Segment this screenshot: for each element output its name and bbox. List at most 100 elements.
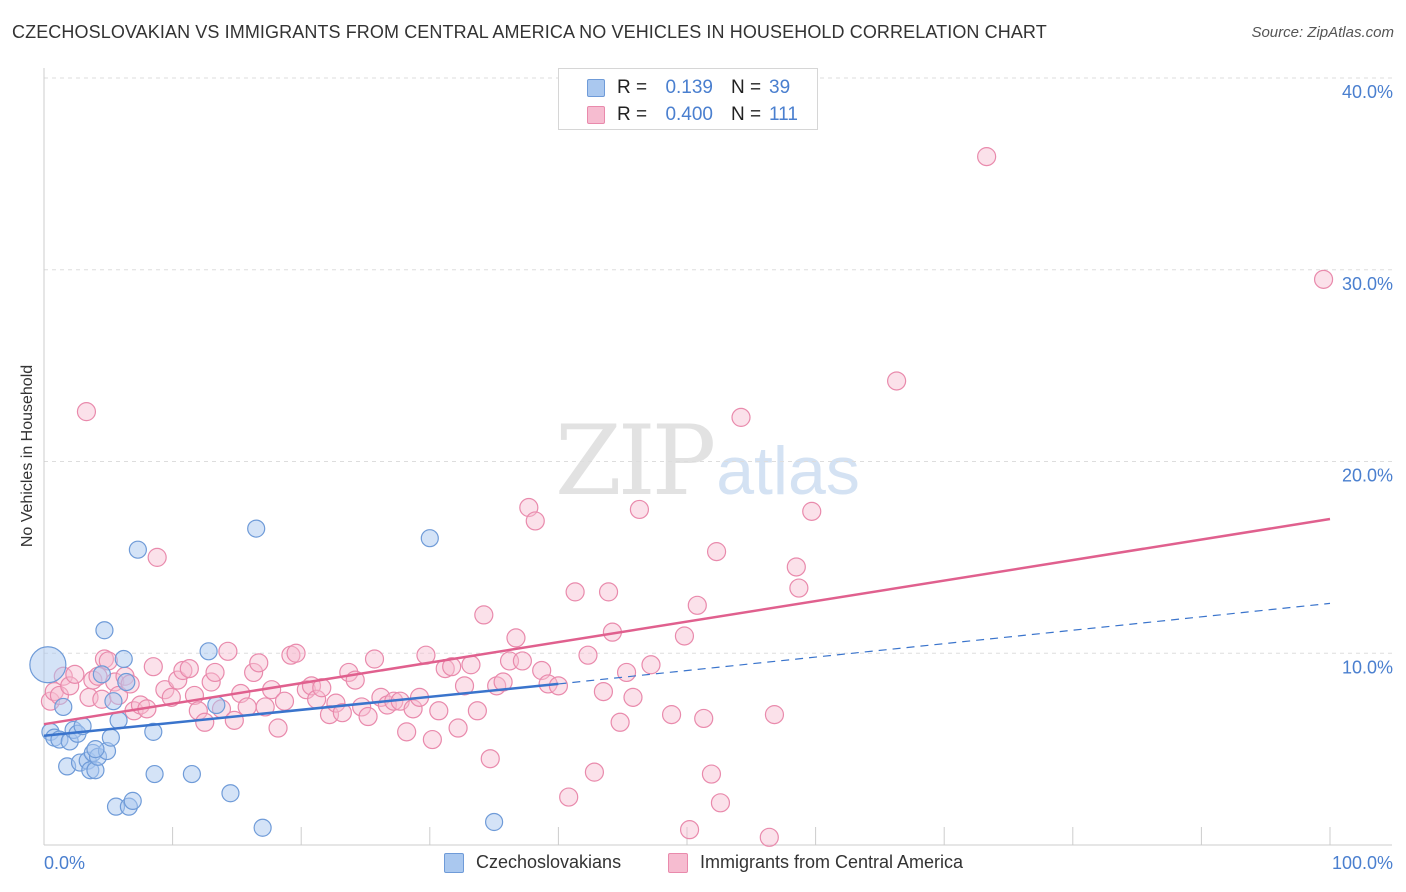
y-tick-label: 10.0% <box>1342 657 1393 677</box>
blue-point <box>247 519 266 538</box>
pink-point <box>143 657 163 677</box>
y-axis-label: No Vehicles in Household <box>19 364 36 548</box>
pink-point <box>364 649 385 669</box>
pink-point <box>598 582 619 602</box>
pink-point <box>977 147 997 167</box>
legend-label: Immigrants from Central America <box>700 852 964 872</box>
chart-title: CZECHOSLOVAKIAN VS IMMIGRANTS FROM CENTR… <box>12 22 1047 42</box>
pink-point <box>65 664 85 684</box>
pink-point <box>296 680 316 700</box>
pink-point <box>887 371 907 391</box>
blue-point <box>420 529 439 548</box>
pink-point <box>454 676 475 696</box>
pink-point <box>493 672 513 692</box>
pink-point <box>759 827 779 847</box>
pink-point <box>403 699 423 719</box>
pink-point <box>332 703 352 723</box>
blue-swatch <box>444 853 464 873</box>
blue-point <box>114 649 133 669</box>
blue-point <box>199 642 218 661</box>
pink-point <box>429 701 449 721</box>
pink-point <box>548 676 569 696</box>
pink-point <box>249 653 269 673</box>
blue-point <box>128 540 147 559</box>
pink-point <box>710 793 731 813</box>
pink-point <box>201 672 221 692</box>
blue-point <box>221 784 240 803</box>
y-tick-label: 20.0% <box>1342 466 1393 486</box>
x-tick-label: 0.0% <box>44 853 85 873</box>
blue-point <box>144 722 163 741</box>
pink-point <box>474 605 494 625</box>
r-value: 0.400 <box>665 104 713 125</box>
blue-point <box>86 740 105 759</box>
pink-point <box>76 402 97 422</box>
pink-point <box>786 557 806 577</box>
pink-point <box>674 626 695 646</box>
pink-point <box>397 722 417 742</box>
pink-point <box>764 705 785 725</box>
blue-trendline-extension <box>558 602 1331 685</box>
pink-point <box>623 687 643 707</box>
legend-label: Czechoslovakians <box>476 852 622 872</box>
pink-point <box>358 706 378 727</box>
pink-point <box>168 670 188 690</box>
pink-point <box>224 710 244 730</box>
pink-point <box>559 787 579 807</box>
blue-point <box>92 665 111 684</box>
pink-point <box>731 407 751 427</box>
n-label: N = <box>731 77 762 98</box>
pink-point <box>422 729 442 750</box>
pink-point <box>565 582 585 602</box>
pink-point <box>442 657 462 677</box>
blue-point <box>117 672 136 692</box>
blue-point <box>182 764 201 784</box>
blue-trendline <box>43 682 559 737</box>
r-value: 0.139 <box>665 77 713 98</box>
pink-point <box>286 643 306 663</box>
pink-point <box>448 718 468 738</box>
pink-point <box>60 676 80 696</box>
blue-point <box>123 791 142 810</box>
blue-point <box>101 728 120 747</box>
blue-point <box>207 695 226 715</box>
blue-point <box>95 621 114 640</box>
n-value: 111 <box>769 104 798 125</box>
pink-point <box>147 547 167 567</box>
pink-point <box>1313 269 1334 289</box>
pink-point <box>161 687 181 707</box>
y-tick-label: 30.0% <box>1342 274 1393 294</box>
pink-point <box>461 655 481 675</box>
r-label: R = <box>617 77 648 98</box>
blue-swatch <box>587 79 605 97</box>
pink-point <box>802 501 822 521</box>
pink-point <box>480 749 500 769</box>
pink-point <box>274 691 295 711</box>
pink-point <box>629 499 650 520</box>
pink-point <box>506 628 526 648</box>
r-label: R = <box>617 104 648 125</box>
blue-point <box>145 764 164 784</box>
pink-point <box>467 701 487 721</box>
source-credit: Source: ZipAtlas.com <box>1251 24 1394 41</box>
blue-point-large <box>29 646 67 684</box>
pink-point <box>701 764 722 784</box>
n-value: 39 <box>769 77 791 98</box>
x-tick-label: 100.0% <box>1332 853 1393 873</box>
pink-point <box>584 762 605 782</box>
pink-point <box>789 578 809 598</box>
pink-point <box>155 680 175 700</box>
pink-swatch <box>668 853 688 873</box>
pink-point <box>179 658 199 679</box>
pink-point <box>616 662 637 683</box>
y-tick-label: 40.0% <box>1342 82 1393 102</box>
pink-point <box>205 662 225 683</box>
pink-point <box>525 511 545 531</box>
pink-point <box>218 641 238 661</box>
pink-point <box>237 697 257 717</box>
blue-point <box>104 692 123 711</box>
pink-point <box>641 655 661 675</box>
pink-point <box>610 712 630 732</box>
pink-point <box>661 705 682 725</box>
